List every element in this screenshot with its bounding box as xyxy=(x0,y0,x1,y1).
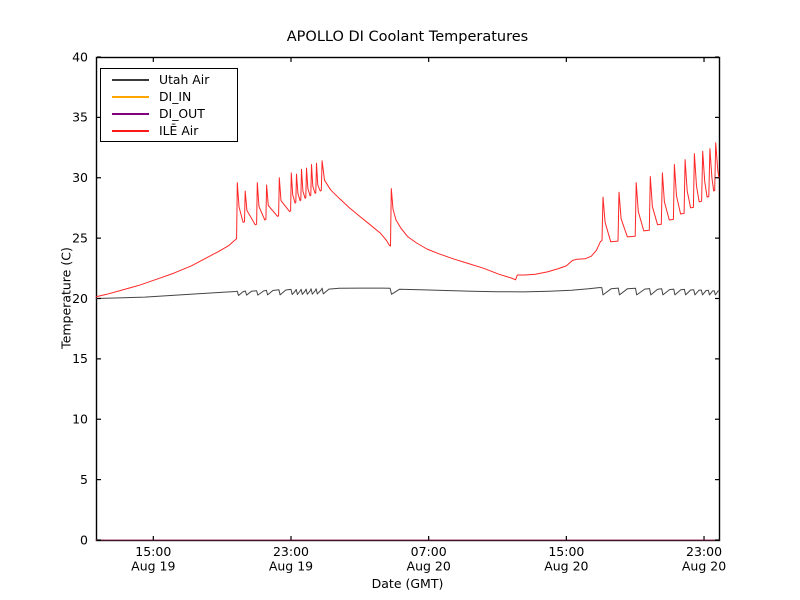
x-tick-label: 07:00 Aug 20 xyxy=(407,544,451,574)
x-tick-label: 23:00 Aug 20 xyxy=(682,544,726,574)
x-axis-label: Date (GMT) xyxy=(371,576,444,591)
legend-entry-ile-air: ILĒ Air xyxy=(101,122,237,139)
legend-label-di-out: DI_OUT xyxy=(159,106,205,121)
legend-entry-utah-air: Utah Air xyxy=(101,71,237,88)
chart-title: APOLLO DI Coolant Temperatures xyxy=(286,29,529,45)
y-tick-label: 10 xyxy=(72,412,88,427)
y-tick-label: 0 xyxy=(80,532,88,547)
y-axis-label: Temperature (C) xyxy=(58,247,74,349)
legend: Utah Air DI_IN DI_OUT ILĒ Air xyxy=(100,68,238,142)
x-tick-label: 23:00 Aug 19 xyxy=(269,544,313,574)
y-tick-label: 20 xyxy=(72,291,88,306)
legend-label-ile-air: ILĒ Air xyxy=(159,123,199,138)
y-tick-label: 5 xyxy=(80,472,88,487)
y-tick-label: 40 xyxy=(72,49,88,64)
utah-air-line-swatch xyxy=(112,78,149,81)
y-tick-label: 25 xyxy=(72,230,88,245)
di-in-line-swatch xyxy=(112,95,149,98)
legend-entry-di-in: DI_IN xyxy=(101,88,237,105)
y-tick-label: 30 xyxy=(72,170,88,185)
y-tick-label: 15 xyxy=(72,351,88,366)
legend-entry-di-out: DI_OUT xyxy=(101,105,237,122)
ile-air-line-swatch xyxy=(112,129,149,132)
legend-label-utah-air: Utah Air xyxy=(159,72,210,87)
y-tick-label: 35 xyxy=(72,110,88,125)
series-line-utah-air xyxy=(95,287,720,299)
x-tick-label: 15:00 Aug 20 xyxy=(544,544,588,574)
x-tick-label: 15:00 Aug 19 xyxy=(131,544,175,574)
series-line-ile-air xyxy=(95,142,720,298)
di-out-line-swatch xyxy=(112,112,149,115)
legend-label-di-in: DI_IN xyxy=(159,89,192,104)
